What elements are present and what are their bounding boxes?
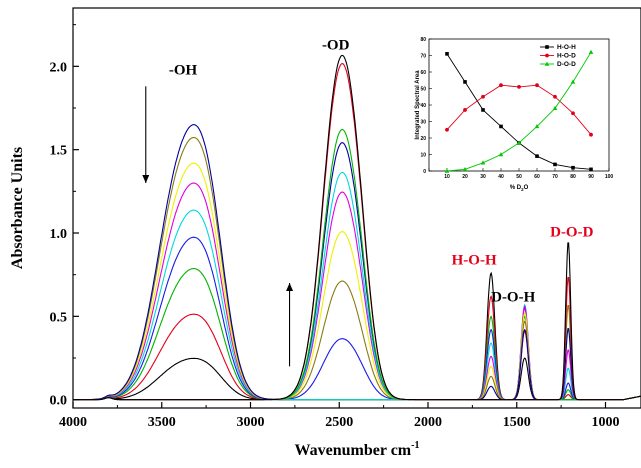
x-tick-label: 4000 (59, 415, 87, 430)
inset-point (445, 52, 449, 56)
inset-y-tick-label: 10 (420, 153, 426, 159)
inset-x-tick-label: 20 (462, 174, 468, 180)
inset-x-tick-label: 50 (516, 174, 522, 180)
inset-y-tick-label: 60 (420, 70, 426, 76)
inset-x-tick-label: 60 (534, 174, 540, 180)
inset-y-tick-label: 0 (423, 169, 426, 175)
inset-x-tick-label: 70 (552, 174, 558, 180)
inset-y-tick-label: 70 (420, 54, 426, 60)
spectrum-curve-6 (73, 182, 641, 401)
inset-point (444, 168, 450, 173)
inset-point (553, 94, 557, 99)
inset-point (499, 124, 503, 129)
inset-y-tick-label: 80 (420, 37, 426, 43)
inset-legend-entry-h-o-h: H-O-H (540, 44, 576, 51)
inset-point (552, 105, 558, 110)
inset-point (498, 152, 504, 157)
y-tick-label: 2.0 (50, 60, 68, 75)
inset-point (571, 111, 575, 116)
inset-x-axis-title-subscript: 2 (521, 187, 524, 192)
inset-point (535, 154, 539, 158)
inset-point (535, 83, 539, 88)
y-tick-label: 1.0 (50, 227, 68, 242)
inset-x-tick-label: 40 (498, 174, 504, 180)
inset-tick-labels: 10 20 30 40 50 60 70 80 90 100 0 10 20 30 40 50 60 70 80 (420, 37, 613, 180)
inset-point (516, 140, 522, 145)
inset-chart: 10 20 30 40 50 60 70 80 90 100 0 10 20 30 40 50 60 70 80 H… (415, 37, 613, 192)
main-axis-ticks (72, 24, 607, 408)
spectrum-curve-13 (73, 54, 641, 401)
x-tick-label: 2500 (325, 415, 353, 430)
inset-series-d-o-d (444, 49, 594, 173)
trend-arrow-up (286, 283, 294, 367)
inset-point (588, 49, 594, 54)
inset-point (463, 80, 467, 84)
y-tick-label: 0.0 (50, 394, 68, 409)
inset-y-axis-title: Integrated Spectral Area (415, 70, 421, 140)
inset-plot-frame (428, 38, 610, 172)
inset-x-tick-label: 90 (588, 174, 594, 180)
x-tick-label: 3500 (148, 415, 176, 430)
y-tick-label: 1.5 (50, 144, 68, 159)
inset-point (589, 132, 593, 137)
inset-point (517, 84, 521, 89)
y-axis-title: Absorbance Units (9, 147, 26, 269)
main-spectra-curves (73, 54, 641, 401)
inset-point (462, 166, 468, 172)
inset-point (534, 124, 540, 129)
inset-y-tick-label: 20 (420, 136, 426, 142)
inset-series-h-o-d (445, 83, 593, 137)
peak-label-h-o-h: H-O-H (452, 253, 497, 269)
inset-point (445, 127, 449, 132)
peak-label-oh: -OH (169, 63, 198, 79)
inset-legend-entry-d-o-d: D-O-D (540, 61, 576, 68)
inset-legend-label: H-O-H (557, 44, 576, 51)
inset-point (589, 167, 593, 172)
inset-x-axis-title-tail: O (524, 185, 529, 191)
inset-point (480, 160, 486, 165)
x-tick-label: 1500 (503, 415, 531, 430)
peak-label-d-o-d: D-O-D (550, 224, 593, 240)
inset-y-tick-label: 30 (420, 120, 426, 126)
inset-point (499, 83, 503, 88)
peak-label-d-o-h: D-O-H (491, 289, 535, 305)
inset-point (570, 79, 576, 84)
inset-legend-entry-h-o-d: H-O-D (540, 53, 576, 60)
main-tick-labels: 4000 3500 3000 2500 2000 1500 10000.00.51.01.5… (50, 60, 620, 430)
inset-x-tick-label: 30 (480, 174, 486, 180)
trend-arrow-down (142, 86, 150, 183)
main-plot-frame (72, 7, 641, 409)
inset-x-tick-label: 80 (570, 174, 576, 180)
x-axis-title-superscript: -1 (411, 440, 419, 451)
inset-point (481, 94, 485, 99)
inset-x-tick-label: 100 (605, 174, 614, 180)
x-axis-title-text: Wavenumber cm (295, 442, 412, 459)
inset-axis-ticks (428, 38, 610, 172)
peak-annotations: -OH -OD H-O-H D-O-H D-O-D (169, 38, 594, 306)
inset-x-tick-label: 10 (444, 174, 450, 180)
spectrum-curve-1 (73, 271, 641, 401)
y-tick-label: 0.5 (50, 310, 68, 325)
inset-x-axis-title: % D2O (510, 185, 529, 192)
inset-legend-label: H-O-D (557, 53, 576, 60)
inset-y-tick-label: 50 (420, 87, 426, 93)
inset-series-lines (444, 49, 594, 173)
x-tick-label: 1000 (592, 415, 620, 430)
inset-point (571, 165, 575, 170)
trend-arrows (142, 86, 294, 367)
x-tick-label: 2000 (414, 415, 442, 430)
inset-point (553, 162, 557, 167)
inset-y-tick-label: 40 (420, 103, 426, 109)
x-tick-label: 3000 (237, 415, 265, 430)
x-axis-title: Wavenumber cm-1 (295, 440, 420, 459)
inset-x-axis-title-text: % D (510, 185, 522, 191)
inset-point (463, 108, 467, 112)
peak-label-od: -OD (322, 38, 350, 54)
inset-legend: H-O-H H-O-DD-O-D (540, 44, 576, 68)
inset-point (481, 108, 485, 112)
inset-legend-label: D-O-D (557, 61, 576, 68)
